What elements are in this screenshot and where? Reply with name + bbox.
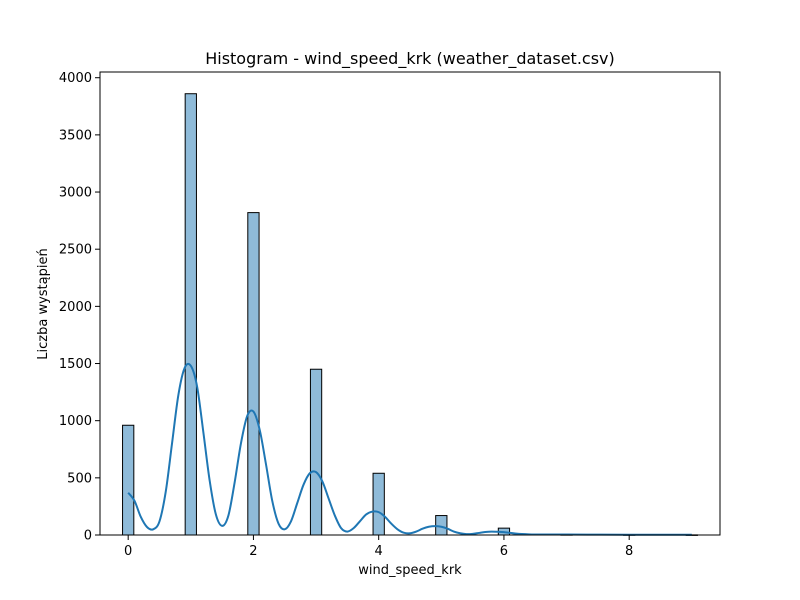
y-tick-label-0: 0: [84, 529, 92, 544]
chart-title: Histogram - wind_speed_krk (weather_data…: [205, 49, 615, 69]
y-tick-label-6: 3000: [59, 186, 92, 201]
y-tick-label-5: 2500: [59, 243, 92, 258]
x-axis-ticks: 0 2 4 6 8: [124, 535, 633, 559]
x-tick-label-2: 4: [375, 544, 383, 559]
x-tick-label-1: 2: [249, 544, 257, 559]
x-axis-label: wind_speed_krk: [358, 563, 462, 578]
x-tick-label-0: 0: [124, 544, 132, 559]
y-tick-label-2: 1000: [59, 414, 92, 429]
kde-curve: [127, 362, 692, 536]
histogram-bar-4: [372, 472, 385, 536]
y-tick-label-8: 4000: [59, 71, 92, 86]
y-tick-label-7: 3500: [59, 128, 92, 143]
y-tick-label-3: 1500: [59, 357, 92, 372]
y-tick-label-1: 500: [67, 471, 92, 486]
histogram-bar-3: [309, 368, 323, 536]
y-axis-label: Liczba wystąpień: [36, 248, 51, 359]
x-tick-label-3: 6: [500, 544, 508, 559]
histogram-bar-1: [184, 93, 197, 536]
histogram-bar-0: [122, 424, 135, 536]
y-axis-ticks: 0 500 1000 1500 2000 2500 3000 3500 4000: [59, 71, 100, 544]
y-tick-label-4: 2000: [59, 300, 92, 315]
x-tick-label-4: 8: [625, 544, 633, 559]
histogram-bar-2: [247, 212, 260, 536]
plot-frame: [99, 71, 721, 536]
